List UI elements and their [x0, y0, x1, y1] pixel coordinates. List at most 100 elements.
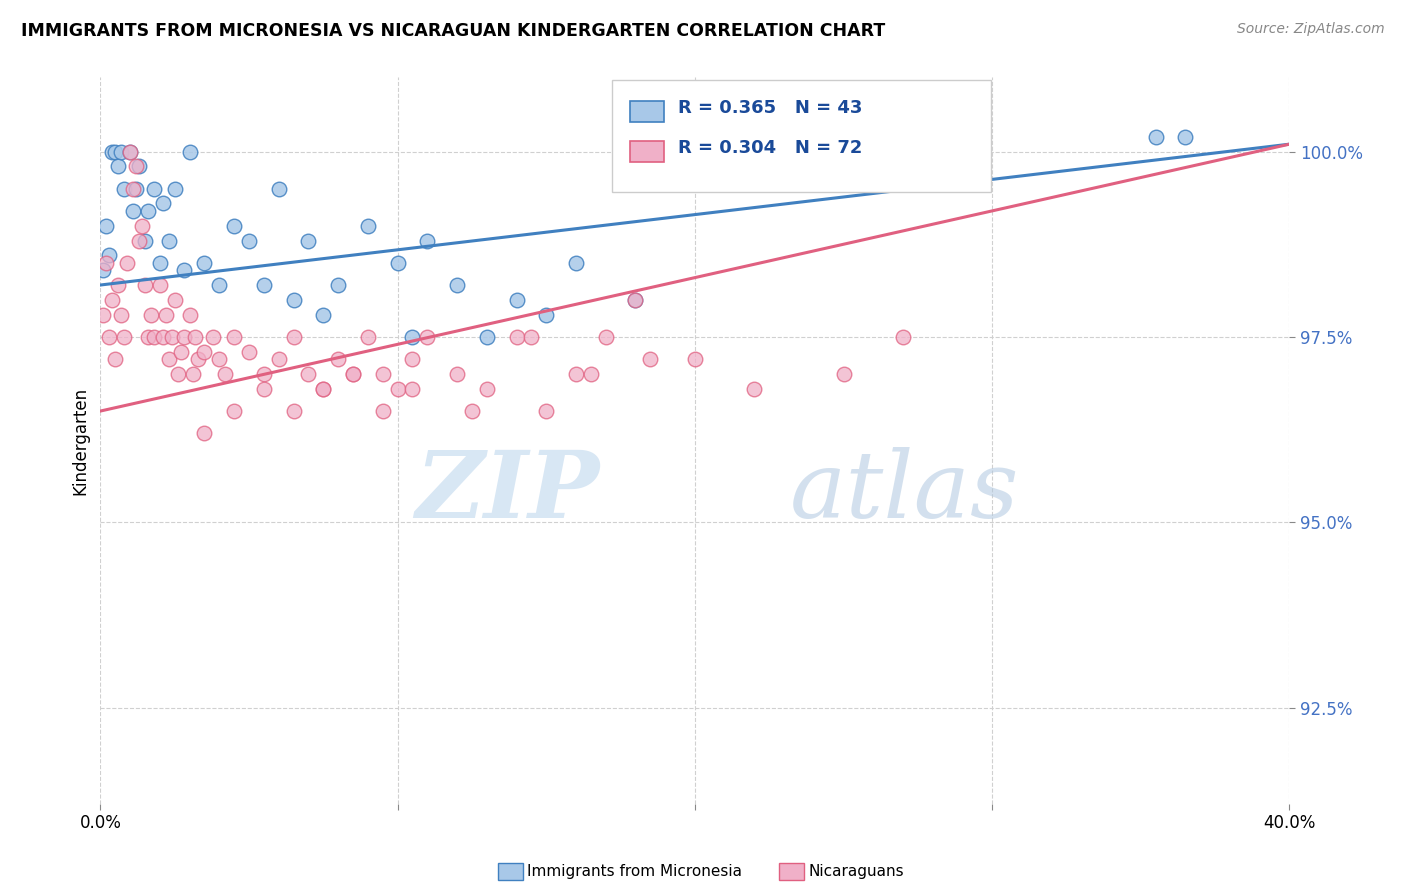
Point	[387, 382, 409, 396]
Point	[461, 404, 484, 418]
Text: ZIP: ZIP	[416, 447, 600, 537]
Point	[193, 344, 215, 359]
Point	[208, 352, 231, 367]
Point	[149, 256, 172, 270]
Point	[120, 145, 142, 159]
Point	[312, 308, 335, 322]
Point	[101, 145, 124, 159]
Point	[112, 181, 135, 195]
Point	[107, 278, 129, 293]
Point	[134, 234, 156, 248]
Point	[475, 330, 498, 344]
Point	[832, 367, 855, 381]
Point	[624, 293, 647, 307]
Point	[96, 256, 118, 270]
Point	[202, 330, 225, 344]
Point	[193, 426, 215, 441]
Point	[536, 308, 558, 322]
Point	[312, 382, 335, 396]
Point	[342, 367, 364, 381]
Point	[134, 278, 156, 293]
Point	[120, 145, 142, 159]
Point	[139, 308, 162, 322]
Point	[283, 293, 305, 307]
Text: IMMIGRANTS FROM MICRONESIA VS NICARAGUAN KINDERGARTEN CORRELATION CHART: IMMIGRANTS FROM MICRONESIA VS NICARAGUAN…	[21, 22, 886, 40]
Text: R = 0.365   N = 43: R = 0.365 N = 43	[678, 99, 862, 117]
Point	[357, 330, 380, 344]
Point	[96, 219, 118, 233]
Point	[169, 344, 191, 359]
Point	[142, 330, 165, 344]
Text: R = 0.304   N = 72: R = 0.304 N = 72	[678, 139, 862, 157]
Point	[520, 330, 543, 344]
Point	[371, 367, 394, 381]
Point	[112, 330, 135, 344]
Point	[181, 367, 204, 381]
Point	[640, 352, 662, 367]
Point	[91, 308, 114, 322]
Point	[446, 367, 468, 381]
Point	[157, 234, 180, 248]
Point	[122, 181, 145, 195]
Point	[224, 330, 246, 344]
Point	[371, 404, 394, 418]
Point	[163, 181, 186, 195]
Point	[125, 181, 148, 195]
Point	[142, 181, 165, 195]
Point	[505, 330, 527, 344]
Point	[253, 382, 276, 396]
Text: Source: ZipAtlas.com: Source: ZipAtlas.com	[1237, 22, 1385, 37]
Point	[283, 330, 305, 344]
Point	[152, 196, 174, 211]
Point	[446, 278, 468, 293]
Point	[342, 367, 364, 381]
Point	[163, 293, 186, 307]
Point	[312, 382, 335, 396]
Point	[401, 330, 423, 344]
Point	[683, 352, 706, 367]
Point	[110, 308, 132, 322]
Point	[193, 256, 215, 270]
Point	[115, 256, 138, 270]
Point	[136, 330, 159, 344]
Point	[224, 219, 246, 233]
Point	[128, 234, 150, 248]
Point	[104, 145, 127, 159]
Point	[283, 404, 305, 418]
Y-axis label: Kindergarten: Kindergarten	[72, 386, 89, 495]
Point	[173, 263, 195, 277]
Point	[122, 203, 145, 218]
Point	[238, 344, 260, 359]
Point	[214, 367, 236, 381]
Point	[104, 352, 127, 367]
Point	[179, 145, 201, 159]
Point	[98, 330, 121, 344]
Point	[505, 293, 527, 307]
Text: Nicaraguans: Nicaraguans	[808, 864, 904, 879]
Text: atlas: atlas	[790, 447, 1019, 537]
Point	[179, 308, 201, 322]
Point	[357, 219, 380, 233]
Point	[253, 278, 276, 293]
Point	[160, 330, 183, 344]
Point	[328, 278, 350, 293]
Point	[107, 160, 129, 174]
Point	[297, 367, 319, 381]
Point	[187, 352, 209, 367]
Point	[110, 145, 132, 159]
Point	[579, 367, 602, 381]
Point	[157, 352, 180, 367]
Point	[131, 219, 153, 233]
Point	[891, 330, 914, 344]
Point	[416, 234, 439, 248]
Point	[1174, 129, 1197, 144]
Point	[565, 256, 588, 270]
Point	[297, 234, 319, 248]
Point	[224, 404, 246, 418]
Point	[101, 293, 124, 307]
Point	[98, 248, 121, 262]
Point	[166, 367, 188, 381]
Point	[595, 330, 617, 344]
Point	[475, 382, 498, 396]
Point	[136, 203, 159, 218]
